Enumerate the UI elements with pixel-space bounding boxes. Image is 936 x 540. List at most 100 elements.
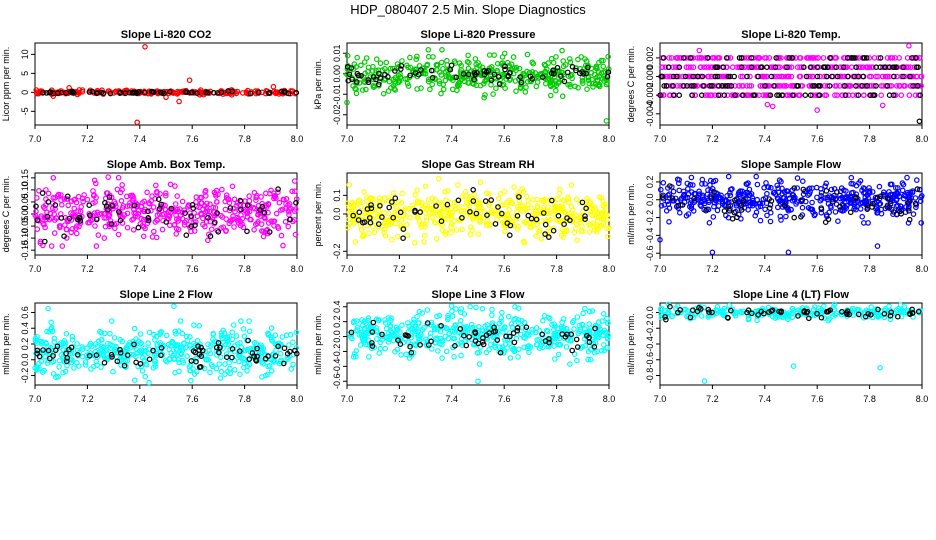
data-point	[435, 348, 441, 354]
x-tick-label: 7.8	[238, 264, 251, 274]
data-point	[422, 209, 429, 216]
y-tick-label: -0.8	[645, 368, 655, 384]
data-point	[463, 342, 470, 349]
data-point	[665, 309, 672, 316]
data-point	[542, 221, 549, 228]
data-point	[244, 346, 251, 353]
data-point	[480, 81, 487, 87]
data-point	[171, 303, 177, 310]
data-point	[499, 309, 505, 316]
data-point	[696, 188, 702, 195]
x-tick-label: 7.6	[186, 264, 199, 274]
data-point	[443, 348, 450, 355]
data-point	[428, 338, 434, 345]
data-point	[820, 55, 827, 61]
data-point	[351, 201, 358, 208]
data-point	[918, 73, 925, 80]
x-tick-label: 8.0	[603, 264, 616, 274]
data-point	[34, 89, 40, 96]
data-point	[119, 338, 126, 345]
data-point	[112, 225, 118, 232]
data-point	[428, 346, 435, 352]
data-point	[165, 341, 172, 348]
data-point	[502, 228, 508, 235]
data-point	[153, 348, 160, 354]
data-point	[51, 230, 58, 236]
data-point	[906, 92, 913, 99]
data-point	[786, 55, 792, 61]
data-point	[861, 198, 868, 204]
data-point	[470, 198, 477, 204]
data-point	[46, 328, 52, 335]
panel-title: Slope Sample Flow	[741, 159, 842, 171]
data-point	[547, 92, 554, 99]
data-point	[600, 342, 607, 348]
series-subset	[34, 337, 300, 370]
data-point	[140, 233, 147, 240]
y-tick-label: 0.01	[332, 44, 342, 62]
data-point	[879, 64, 886, 71]
data-point	[778, 73, 785, 80]
data-point	[463, 213, 470, 219]
data-point	[689, 92, 696, 99]
data-point	[250, 205, 257, 211]
data-point	[666, 55, 672, 61]
data-point	[765, 184, 771, 190]
data-point	[193, 355, 200, 362]
y-tick-label: -0.2	[20, 368, 30, 384]
data-point	[893, 83, 900, 89]
data-point	[188, 377, 194, 384]
data-point	[86, 352, 93, 359]
data-point	[507, 355, 514, 361]
data-point	[586, 80, 593, 87]
data-point	[738, 64, 745, 71]
data-point	[223, 216, 230, 222]
data-point	[141, 198, 148, 205]
data-point	[853, 206, 859, 213]
data-point	[39, 190, 46, 196]
data-point	[542, 62, 549, 69]
data-point	[772, 64, 779, 71]
data-point	[146, 356, 153, 363]
plot-frame	[34, 42, 298, 126]
data-point	[283, 196, 290, 202]
data-point	[896, 193, 903, 200]
data-point	[561, 197, 567, 204]
data-point	[567, 337, 574, 343]
data-point	[552, 78, 559, 84]
data-point	[477, 214, 484, 221]
data-point	[888, 309, 895, 316]
data-point	[212, 205, 219, 211]
data-point	[496, 320, 503, 327]
data-point	[54, 90, 61, 96]
data-point	[818, 314, 825, 321]
data-point	[124, 210, 131, 217]
data-point	[848, 64, 855, 71]
data-point	[50, 195, 57, 201]
y-tick-label: -0.004	[645, 101, 655, 127]
data-point	[657, 186, 664, 193]
data-point	[560, 63, 567, 70]
data-point	[533, 341, 540, 348]
data-point	[691, 196, 697, 202]
data-point	[451, 335, 458, 342]
data-point	[453, 227, 460, 233]
data-point	[569, 207, 576, 213]
data-point	[481, 94, 487, 101]
data-point	[48, 243, 55, 249]
data-point	[854, 203, 860, 210]
data-point	[739, 188, 746, 195]
data-point	[144, 220, 151, 227]
data-point	[784, 64, 790, 71]
data-point	[811, 212, 818, 219]
data-point	[912, 55, 919, 61]
data-point	[229, 183, 236, 190]
data-point	[836, 203, 843, 210]
data-point	[515, 346, 522, 353]
data-point	[432, 197, 439, 203]
data-point	[484, 212, 490, 219]
data-point	[823, 180, 830, 187]
data-point	[445, 216, 451, 223]
x-tick-label: 7.0	[341, 394, 354, 404]
data-point	[291, 178, 298, 184]
